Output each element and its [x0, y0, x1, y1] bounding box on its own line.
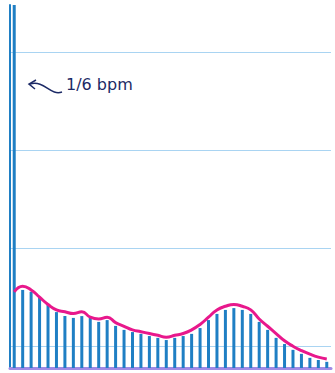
svg-text:1/6 bpm: 1/6 bpm — [66, 75, 133, 94]
